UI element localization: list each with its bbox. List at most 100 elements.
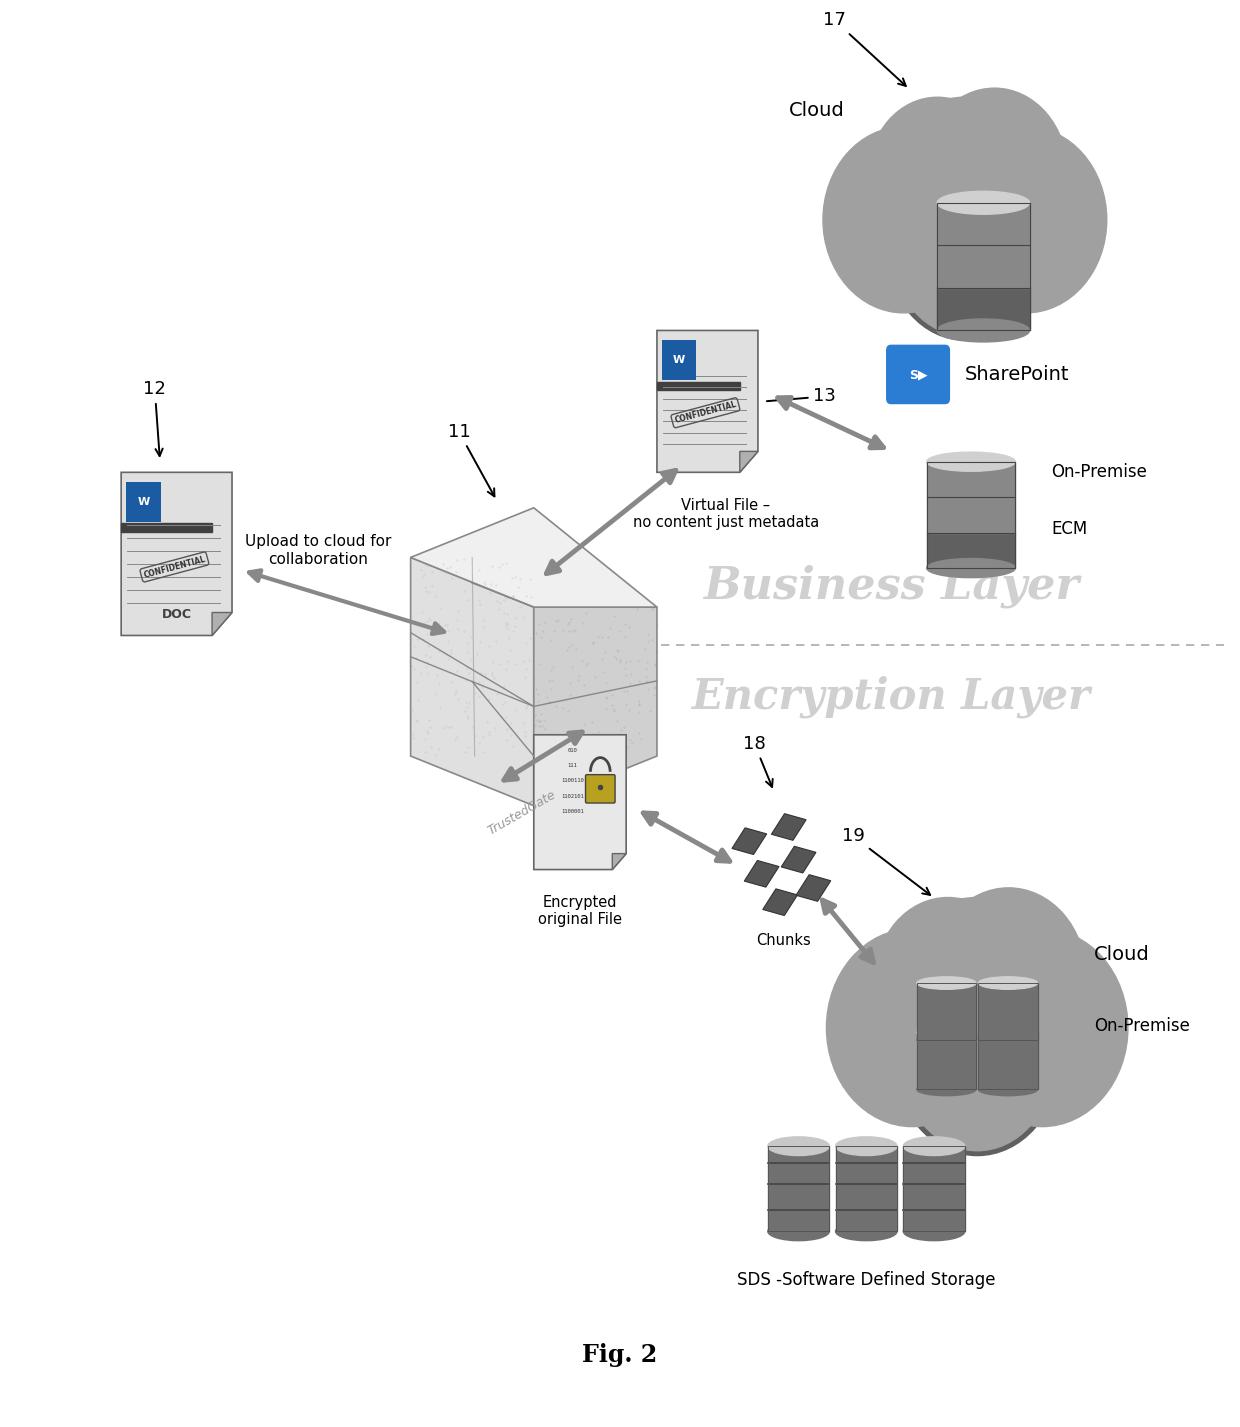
Bar [768,1146,830,1232]
Ellipse shape [937,320,1029,342]
Text: 13: 13 [766,387,836,405]
Text: On-Premise: On-Premise [1052,464,1147,481]
Text: W: W [673,355,686,365]
Text: DOC: DOC [161,608,192,621]
Text: Encryption Layer: Encryption Layer [692,675,1090,718]
Ellipse shape [903,1222,965,1240]
Polygon shape [781,846,816,873]
Polygon shape [796,875,831,902]
Polygon shape [533,606,657,806]
Bar [903,1146,965,1232]
Text: On-Premise: On-Premise [1094,1016,1190,1035]
Text: 1100110: 1100110 [562,778,584,783]
Polygon shape [657,331,758,472]
Circle shape [981,975,1110,1124]
Circle shape [826,929,998,1126]
Ellipse shape [836,1137,897,1156]
Circle shape [867,97,1064,324]
Ellipse shape [937,191,1029,214]
Circle shape [895,968,1059,1156]
Circle shape [839,170,962,311]
Bar [978,983,1038,1040]
Ellipse shape [926,452,1016,471]
Text: 1102101: 1102101 [562,795,584,799]
Polygon shape [410,558,533,806]
Text: 111: 111 [568,763,578,768]
Ellipse shape [978,1033,1038,1046]
Circle shape [873,898,1081,1139]
Polygon shape [410,508,657,606]
Ellipse shape [768,1222,830,1240]
Bar [926,462,1016,568]
Ellipse shape [978,977,1038,989]
Text: S▶: S▶ [909,368,928,381]
Polygon shape [740,451,758,472]
Text: 11: 11 [448,422,495,497]
Text: CONFIDENTIAL: CONFIDENTIAL [143,554,206,579]
Text: 12: 12 [144,381,166,457]
Text: Chunks: Chunks [756,933,811,949]
Text: 1100001: 1100001 [562,809,584,813]
Ellipse shape [768,1137,830,1156]
Text: 14: 14 [552,642,577,719]
Circle shape [968,170,1090,311]
Bar [842,217,1087,277]
Text: 18: 18 [743,735,773,786]
Bar [657,381,740,390]
Polygon shape [533,735,626,869]
Bar [836,1146,897,1232]
Polygon shape [763,889,797,916]
Circle shape [921,88,1068,255]
Polygon shape [732,828,766,855]
Bar [916,1033,976,1089]
Bar [122,524,212,532]
Bar [937,245,1029,288]
Bar [916,983,976,1040]
Text: CONFIDENTIAL: CONFIDENTIAL [673,400,738,425]
Text: Cloud: Cloud [1094,945,1149,965]
Text: ECM: ECM [1052,519,1087,538]
Ellipse shape [916,977,976,989]
Bar [916,983,976,1040]
Circle shape [945,127,1107,313]
Ellipse shape [916,1026,976,1039]
Polygon shape [122,472,232,635]
Text: W: W [138,497,150,507]
FancyBboxPatch shape [126,482,161,522]
Bar [916,1033,976,1089]
Text: 17: 17 [823,11,905,86]
Ellipse shape [926,558,1016,578]
Polygon shape [771,813,806,841]
Circle shape [888,163,1042,340]
Ellipse shape [916,1033,976,1046]
FancyBboxPatch shape [662,341,697,380]
Bar [768,1146,830,1232]
Circle shape [868,97,1006,255]
Polygon shape [212,612,232,635]
Circle shape [874,898,1022,1066]
FancyBboxPatch shape [887,345,950,404]
Bar [937,203,1029,245]
Text: Cloud: Cloud [789,101,844,120]
Bar [978,1033,1038,1089]
Bar [836,1146,897,1232]
Bar [937,203,1029,331]
FancyBboxPatch shape [585,775,615,803]
Ellipse shape [978,1083,1038,1096]
Ellipse shape [916,1083,976,1096]
Text: Upload to cloud for
collaboration: Upload to cloud for collaboration [246,534,392,567]
Ellipse shape [978,1026,1038,1039]
Bar [926,462,1016,497]
Circle shape [931,888,1086,1066]
Text: Fig. 2: Fig. 2 [583,1343,657,1367]
Text: Business Layer: Business Layer [703,564,1079,608]
Bar [937,288,1029,331]
Ellipse shape [836,1222,897,1240]
Circle shape [901,977,1053,1150]
Polygon shape [613,853,626,869]
Ellipse shape [903,1137,965,1156]
Text: 010: 010 [568,748,578,753]
Bar [978,983,1038,1040]
Bar [926,532,1016,568]
Text: SharePoint: SharePoint [965,365,1069,384]
